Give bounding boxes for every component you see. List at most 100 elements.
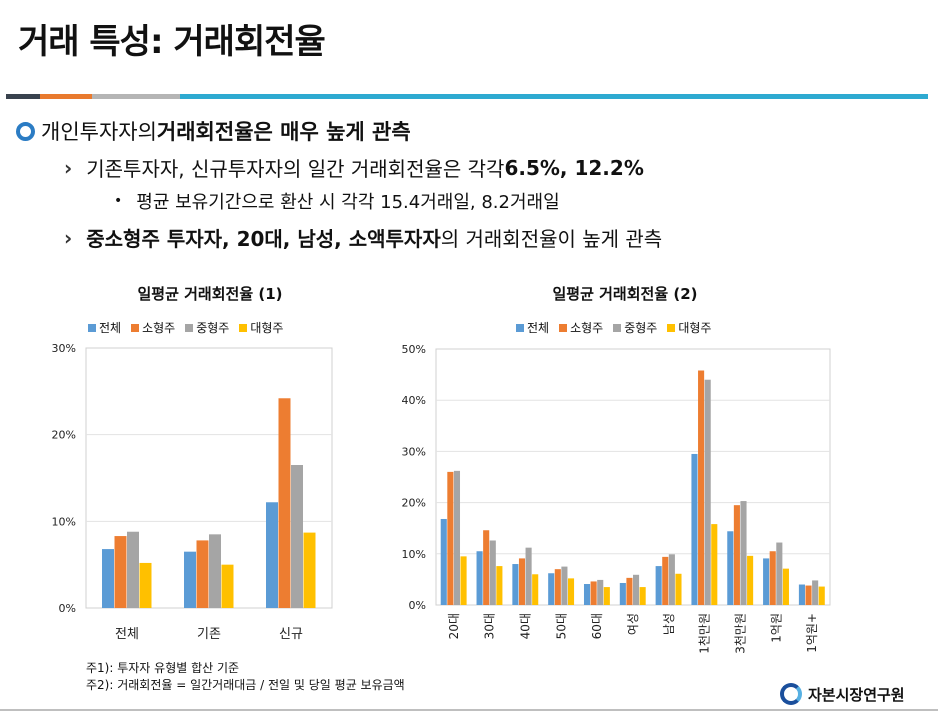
chart2-bar bbox=[554, 569, 561, 605]
chart2-bar bbox=[447, 471, 454, 605]
chart2-xtick-label: 40대 bbox=[519, 613, 533, 639]
chart2-xtick-label: 50대 bbox=[554, 613, 568, 639]
chart2-bar bbox=[704, 379, 711, 605]
chart2-bar bbox=[639, 587, 646, 605]
chart2-xtick-label: 3천만원 bbox=[732, 613, 747, 654]
chart2-bar bbox=[496, 566, 503, 605]
chart1: 0% 10% 20% 30% 전체 기존 신규 bbox=[52, 342, 333, 642]
footnotes: 주1): 투자자 유형별 합산 기준 주2): 거래회전율 = 일간거래대금 /… bbox=[86, 660, 405, 694]
chart2-legend-swatch bbox=[667, 323, 676, 332]
bullet-l3-text: 평균 보유기간으로 환산 시 각각 15.4거래일, 8.2거래일 bbox=[136, 192, 560, 213]
chart2-xtick-label: 1억원+ bbox=[805, 613, 819, 653]
chart2-bar bbox=[675, 573, 682, 605]
chart1-bar bbox=[184, 551, 196, 608]
chart2-ytick-label: 20% bbox=[402, 497, 426, 510]
chart2: 0% 10% 20% 30% 40% 50% 20대 30대 40대 50대 60대 여성 남성 1천만원… bbox=[402, 343, 831, 654]
chart1-bar bbox=[114, 536, 127, 608]
bullet-l2a-text: 기존투자자, 신규투자자의 일간 거래회전율은 각각 bbox=[86, 157, 505, 181]
chart2-bar bbox=[476, 551, 483, 605]
chart2-xtick-label: 1억원 bbox=[769, 613, 783, 643]
chart1-bar bbox=[209, 534, 221, 608]
bullet-level2-b: › 중소형주 투자자, 20대, 남성, 소액투자자 의 거래회전율이 높게 관… bbox=[64, 223, 662, 252]
chart2-legend-item: 대형주 bbox=[667, 319, 711, 336]
chart2-bar bbox=[453, 470, 461, 605]
chart1-ytick-label: 20% bbox=[52, 429, 76, 442]
chevron-right-icon: › bbox=[64, 155, 73, 180]
bullet-l1-text: 개인투자자의 bbox=[41, 120, 157, 144]
chart1-xtick-label: 전체 bbox=[115, 627, 139, 642]
chart2-xtick-label: 1천만원 bbox=[697, 613, 712, 654]
chart1-bar bbox=[291, 465, 303, 608]
chart1-xtick-label: 신규 bbox=[279, 627, 303, 642]
chart2-legend-label: 대형주 bbox=[678, 321, 712, 335]
chart2-bar bbox=[561, 566, 568, 605]
chart1-legend-label: 대형주 bbox=[250, 321, 284, 335]
chart2-bar bbox=[440, 518, 447, 605]
dot-bullet-icon: • bbox=[114, 193, 123, 209]
chart2-legend-item: 중형주 bbox=[613, 319, 657, 336]
chart1-legend-label: 소형주 bbox=[142, 321, 176, 335]
chart2-bar bbox=[525, 547, 532, 605]
chart2-bar bbox=[518, 558, 526, 605]
chart2-ytick-label: 40% bbox=[402, 394, 426, 407]
chart2-bar bbox=[698, 370, 705, 605]
chart2-bar bbox=[711, 524, 718, 605]
chart1-title: 일평균 거래회전율 (1) bbox=[137, 285, 283, 303]
chart2-ytick-label: 50% bbox=[402, 343, 426, 356]
chart2-bar bbox=[512, 564, 519, 605]
chart2-bar bbox=[727, 531, 734, 605]
chart2-bar bbox=[548, 573, 555, 605]
chart2-bar bbox=[603, 587, 610, 605]
chart2-bar bbox=[532, 574, 539, 605]
chart2-bar bbox=[818, 586, 825, 605]
chart1-legend-label: 전체 bbox=[99, 321, 122, 335]
chart2-bar bbox=[483, 530, 490, 605]
chart1-bar bbox=[139, 562, 152, 608]
chart1-legend: 전체 소형주 중형주 대형주 bbox=[88, 319, 283, 336]
bullet-level3: • 평균 보유기간으로 환산 시 각각 15.4거래일, 8.2거래일 bbox=[114, 188, 560, 214]
chart2-legend-swatch bbox=[516, 323, 524, 332]
chart2-title: 일평균 거래회전율 (2) bbox=[552, 285, 698, 303]
chart1-legend-item: 대형주 bbox=[239, 319, 283, 336]
chart2-legend-swatch bbox=[613, 323, 622, 332]
chart2-bar bbox=[662, 556, 669, 605]
chart2-xtick-label: 60대 bbox=[590, 613, 604, 639]
chart2-legend-label: 전체 bbox=[527, 321, 550, 335]
chart2-legend-item: 전체 bbox=[516, 319, 549, 336]
bullet-l2b-text: 의 거래회전율이 높게 관측 bbox=[440, 227, 663, 251]
bullet-level2-a: › 기존투자자, 신규투자자의 일간 거래회전율은 각각 6.5%, 12.2% bbox=[64, 153, 644, 182]
chart2-bar bbox=[460, 556, 467, 605]
ring-bullet-icon bbox=[16, 121, 35, 141]
chart2-bar bbox=[489, 540, 496, 605]
chart2-legend-label: 중형주 bbox=[624, 321, 658, 335]
bullet-l2b-bold: 중소형주 투자자, 20대, 남성, 소액투자자 bbox=[86, 227, 441, 251]
chart2-bar bbox=[733, 505, 740, 605]
bullet-level1: 개인투자자의 거래회전율은 매우 높게 관측 bbox=[16, 116, 411, 146]
chart2-xtick-label: 20대 bbox=[447, 613, 461, 639]
chart2-bar bbox=[583, 584, 591, 605]
bullet-l1-bold: 거래회전율은 매우 높게 관측 bbox=[156, 120, 411, 144]
chart2-bar bbox=[619, 582, 626, 605]
chart2-xtick-label: 여성 bbox=[626, 613, 640, 635]
chart2-bar bbox=[597, 579, 604, 605]
footer-divider bbox=[0, 709, 938, 711]
chart1-bar bbox=[102, 549, 114, 608]
chart2-legend-swatch bbox=[559, 323, 568, 332]
chart2-bar bbox=[567, 578, 575, 605]
chart1-bar bbox=[303, 532, 316, 608]
chart1-xtick-label: 기존 bbox=[197, 627, 221, 642]
chart2-bar bbox=[769, 551, 776, 605]
chart2-bar bbox=[633, 574, 640, 605]
kcmi-logo-icon bbox=[780, 683, 802, 705]
chevron-right-icon: › bbox=[64, 225, 73, 250]
chart2-bar bbox=[691, 453, 698, 605]
chart1-legend-label: 중형주 bbox=[196, 321, 230, 335]
chart1-ytick-label: 30% bbox=[52, 342, 76, 355]
footnote-1: 주1): 투자자 유형별 합산 기준 bbox=[86, 661, 240, 675]
chart2-legend-item: 소형주 bbox=[559, 319, 603, 336]
chart2-bar bbox=[668, 554, 675, 605]
chart2-bar bbox=[805, 585, 812, 605]
chart1-legend-swatch bbox=[88, 323, 96, 332]
chart1-legend-swatch bbox=[131, 323, 140, 332]
chart2-ytick-label: 0% bbox=[409, 599, 426, 612]
